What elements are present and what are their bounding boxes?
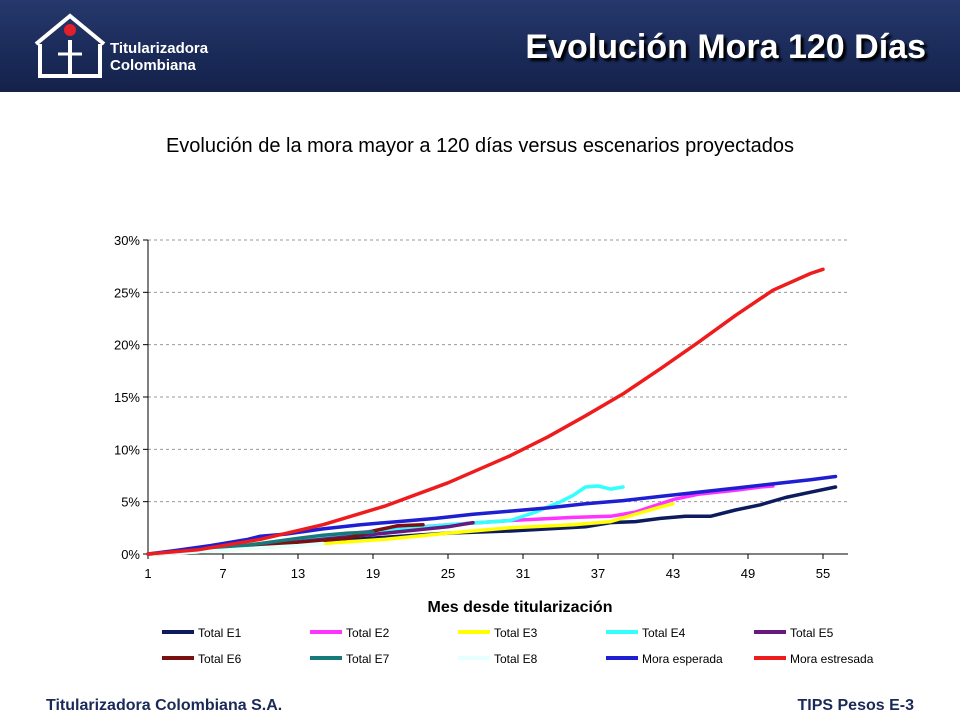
y-tick-label: 10% <box>114 442 140 457</box>
x-tick-label: 43 <box>666 566 680 581</box>
legend-label: Total E1 <box>198 626 242 640</box>
legend-label: Total E5 <box>790 626 834 640</box>
x-tick-label: 7 <box>219 566 226 581</box>
legend-label: Mora esperada <box>642 652 723 666</box>
legend-label: Total E3 <box>494 626 538 640</box>
footer-company: Titularizadora Colombiana S.A. <box>46 697 283 714</box>
legend-label: Mora estresada <box>790 652 874 666</box>
y-tick-label: 25% <box>114 285 140 300</box>
x-tick-label: 13 <box>291 566 305 581</box>
chart-title: Evolución de la mora mayor a 120 días ve… <box>166 135 794 157</box>
x-tick-label: 55 <box>816 566 830 581</box>
house-logo-icon <box>34 13 106 78</box>
series-line-mora-esperada <box>146 474 838 556</box>
series-line-mora-estresada <box>146 267 825 556</box>
y-tick-label: 15% <box>114 390 140 405</box>
x-tick-label: 49 <box>741 566 755 581</box>
legend-label: Total E6 <box>198 652 242 666</box>
y-tick-label: 20% <box>114 338 140 353</box>
x-axis-label: Mes desde titularización <box>428 599 613 616</box>
legend-label: Total E8 <box>494 652 538 666</box>
logo: Titularizadora Colombiana <box>32 10 232 82</box>
legend-label: Total E7 <box>346 652 390 666</box>
footer-series: TIPS Pesos E-3 <box>797 697 915 714</box>
legend-label: Total E4 <box>642 626 686 640</box>
y-tick-label: 30% <box>114 233 140 248</box>
header-background <box>0 0 960 92</box>
x-tick-label: 19 <box>366 566 380 581</box>
logo-line-2: Colombiana <box>110 57 196 74</box>
legend-label: Total E2 <box>346 626 390 640</box>
x-tick-label: 25 <box>441 566 455 581</box>
x-tick-label: 37 <box>591 566 605 581</box>
header-banner: Titularizadora Colombiana Evolución Mora… <box>0 0 960 92</box>
page-title: Evolución Mora 120 Días <box>525 28 926 66</box>
x-tick-label: 31 <box>516 566 530 581</box>
y-tick-label: 5% <box>121 495 140 510</box>
line-chart: Evolución de la mora mayor a 120 días ve… <box>114 135 874 666</box>
y-tick-label: 0% <box>121 547 140 562</box>
logo-line-1: Titularizadora <box>110 40 209 57</box>
x-tick-label: 1 <box>144 566 151 581</box>
